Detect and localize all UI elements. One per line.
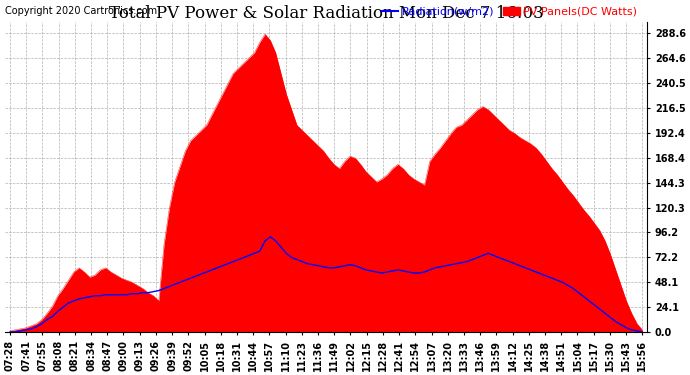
Text: Copyright 2020 Cartronics.com: Copyright 2020 Cartronics.com bbox=[5, 6, 157, 15]
Legend: Radiation(w/m2), PV Panels(DC Watts): Radiation(w/m2), PV Panels(DC Watts) bbox=[377, 3, 642, 21]
Title: Total PV Power & Solar Radiation Mon Dec 7 16:03: Total PV Power & Solar Radiation Mon Dec… bbox=[109, 4, 544, 21]
